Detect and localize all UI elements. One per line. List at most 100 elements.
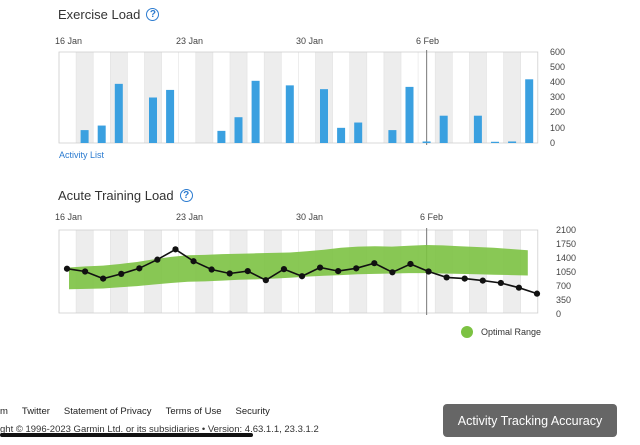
acute-training-load-point <box>190 258 197 265</box>
activity-tracking-accuracy-button[interactable]: Activity Tracking Accuracy <box>443 404 617 437</box>
atl-y-tick: 350 <box>556 295 572 305</box>
acute-training-load-point <box>154 256 161 263</box>
atl-y-tick: 2100 <box>556 225 577 235</box>
question-circle-icon[interactable]: ? <box>179 189 193 202</box>
atl-y-tick: 1400 <box>556 253 577 263</box>
acute-training-load-point <box>443 274 450 281</box>
exercise-load-bar <box>525 79 534 143</box>
copyright-text: ght © 1996-2023 Garmin Ltd. or its subsi… <box>0 424 319 435</box>
exercise-load-title-text: Exercise Load <box>58 7 141 22</box>
question-circle-icon[interactable]: ? <box>146 8 160 21</box>
atl-date-label: 16 Jan <box>55 212 83 222</box>
exercise-load-bar <box>285 85 294 143</box>
exercise-date-label: 6 Feb <box>416 36 440 46</box>
exercise-load-bar <box>337 127 346 143</box>
exercise-date-label: 16 Jan <box>55 36 83 46</box>
optimal-range-label: Optimal Range <box>481 327 542 337</box>
exercise-y-tick: 100 <box>550 123 566 133</box>
acute-training-load-point <box>63 265 71 272</box>
exercise-load-bar <box>251 80 260 143</box>
exercise-y-tick: 600 <box>550 47 566 57</box>
acute-training-load-point <box>316 264 324 271</box>
day-stripe <box>76 52 94 143</box>
acute-training-load-point <box>81 268 89 275</box>
exercise-y-tick: 200 <box>550 107 566 117</box>
acute-training-load-point <box>136 265 143 272</box>
acute-training-load-point <box>389 269 396 276</box>
acute-training-load-title: Acute Training Load ? <box>58 188 193 203</box>
activity-list-link[interactable]: Activity List <box>59 150 105 160</box>
footer-link-security[interactable]: Security <box>235 406 270 417</box>
plot-border <box>58 229 539 314</box>
exercise-load-bar <box>114 83 123 143</box>
exercise-load-bar <box>149 97 157 143</box>
exercise-y-tick: 0 <box>550 138 556 148</box>
optimal-range-band <box>69 245 528 290</box>
exercise-date-label: 23 Jan <box>176 36 204 46</box>
exercise-y-tick: 400 <box>550 77 566 87</box>
exercise-load-title: Exercise Load ? <box>58 7 160 22</box>
acute-training-load-point <box>479 277 486 284</box>
exercise-load-bar <box>422 141 431 143</box>
acute-training-load-point <box>497 279 504 287</box>
atl-date-label: 23 Jan <box>176 212 204 222</box>
acute-training-load-point <box>371 260 378 267</box>
legend-swatch <box>461 326 473 338</box>
exercise-load-bar <box>80 130 89 143</box>
home-indicator-bar <box>0 433 253 437</box>
acute-training-load-point <box>226 270 233 277</box>
exercise-load-bar <box>388 130 397 143</box>
atl-y-tick: 1050 <box>556 267 577 277</box>
exercise-y-tick: 500 <box>550 62 566 72</box>
acute-training-load-point <box>172 246 179 253</box>
exercise-load-bar <box>473 115 482 143</box>
footer-link-privacy[interactable]: Statement of Privacy <box>63 406 152 417</box>
atl-date-label: 30 Jan <box>296 212 324 222</box>
exercise-load-bar <box>439 115 448 143</box>
acute-training-load-point <box>298 273 306 280</box>
atl-y-tick: 700 <box>556 281 572 291</box>
acute-training-load-point <box>208 266 215 273</box>
footer-link-twitter[interactable]: Twitter <box>21 406 50 417</box>
exercise-load-bar <box>320 89 328 143</box>
acute-training-load-point <box>262 277 269 284</box>
footer-link[interactable]: m <box>0 406 8 417</box>
exercise-load-bar <box>234 117 243 143</box>
exercise-load-bar <box>166 89 175 143</box>
acute-training-load-point <box>244 268 251 275</box>
day-stripe <box>383 52 401 143</box>
atl-y-tick: 1750 <box>556 239 577 249</box>
footer-links: m Twitter Statement of Privacy Terms of … <box>0 406 270 417</box>
acute-training-load-point <box>425 268 432 275</box>
acute-training-load-point <box>515 284 523 291</box>
day-stripe <box>349 52 367 143</box>
acute-training-load-point <box>461 275 468 282</box>
acute-training-load-point <box>353 265 360 272</box>
acute-training-load-point <box>100 275 107 282</box>
acute-training-load-point <box>280 266 288 273</box>
exercise-y-tick: 300 <box>550 92 566 102</box>
acute-training-load-point <box>335 268 342 275</box>
exercise-date-label: 30 Jan <box>296 36 324 46</box>
exercise-load-bar <box>97 125 106 143</box>
acute-training-load-title-text: Acute Training Load <box>58 188 174 203</box>
acute-training-load-point <box>407 260 414 268</box>
exercise-load-bar <box>354 122 363 143</box>
plot-border <box>58 51 539 144</box>
atl-y-tick: 0 <box>556 309 562 319</box>
exercise-load-bar <box>508 141 517 143</box>
day-stripe <box>469 52 487 143</box>
optimal-range-legend: Optimal Range <box>461 326 541 338</box>
day-stripe <box>264 52 282 143</box>
exercise-load-bar <box>217 130 226 143</box>
atl-date-label: 6 Feb <box>420 212 444 222</box>
acute-training-load-point <box>533 290 541 297</box>
exercise-load-bar <box>405 86 414 143</box>
acute-training-load-point <box>118 270 125 277</box>
day-stripe <box>230 52 248 143</box>
day-stripe <box>435 52 453 143</box>
footer-link-terms[interactable]: Terms of Use <box>165 406 222 417</box>
exercise-load-bar <box>491 141 499 143</box>
